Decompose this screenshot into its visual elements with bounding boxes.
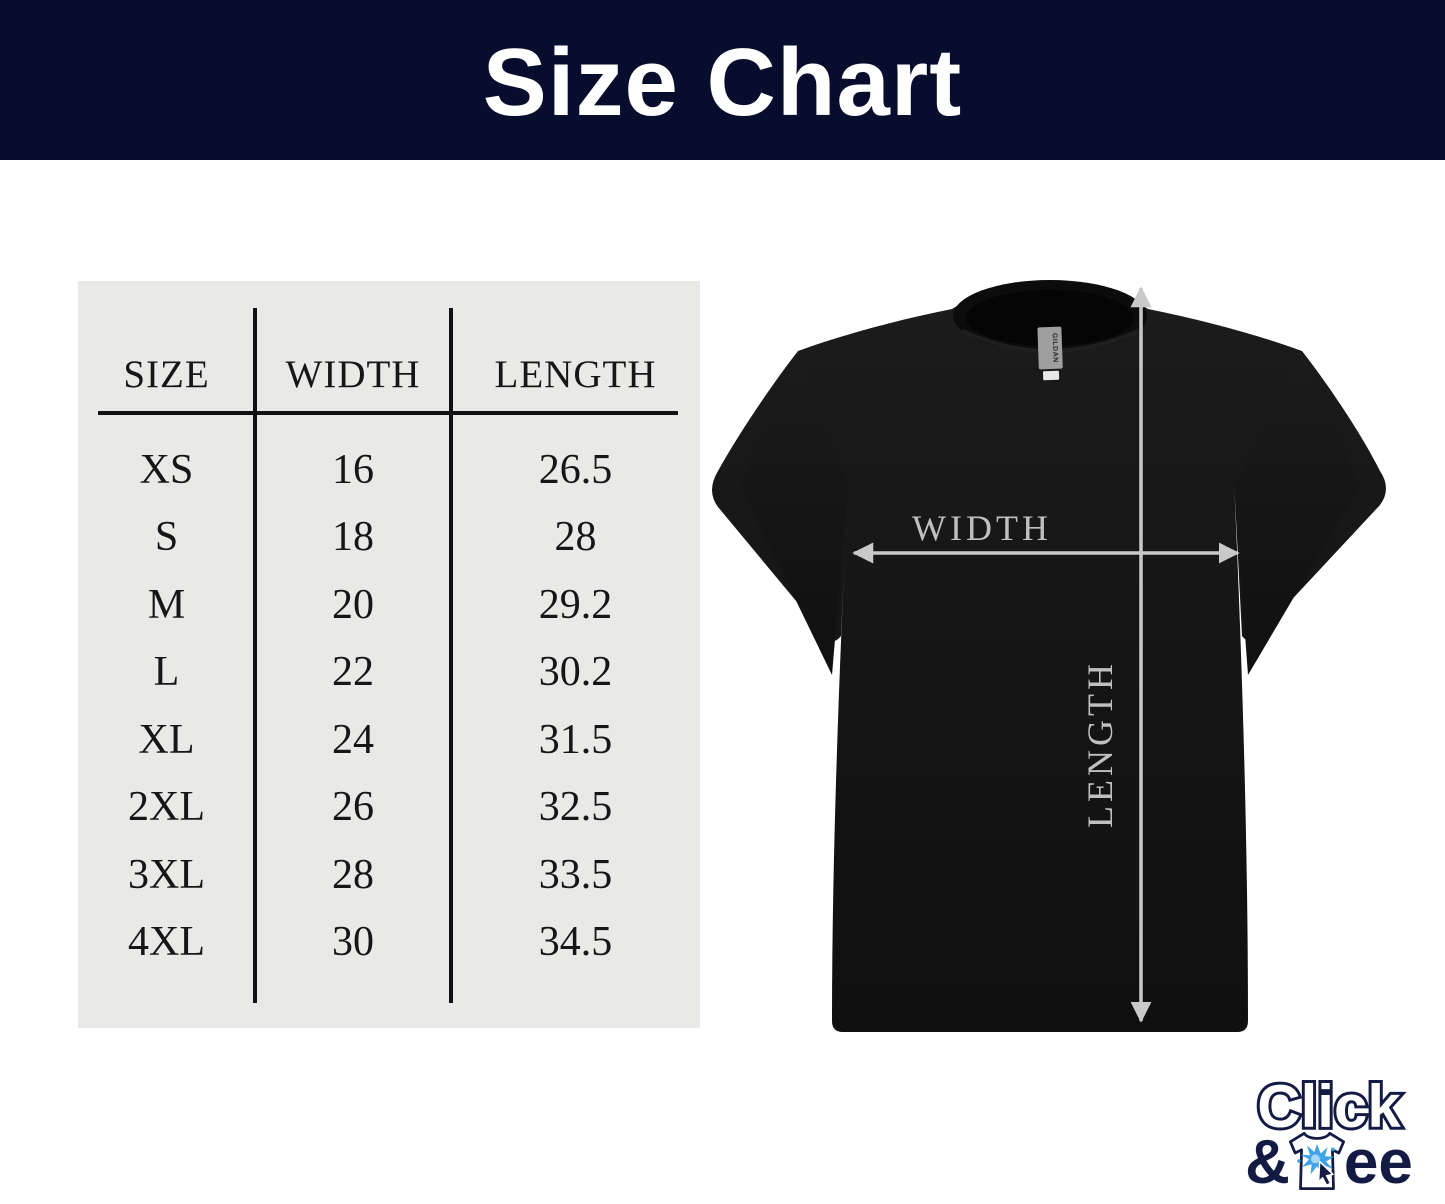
table-cell: 31.5 [538, 716, 613, 763]
table-row: 4XL 30 34.5 [78, 909, 700, 977]
length-label: LENGTH [1080, 660, 1120, 828]
column-header-width: WIDTH [285, 353, 421, 396]
table-cell: 29.2 [538, 581, 613, 628]
logo-ampersand: & [1245, 1128, 1290, 1197]
width-label: WIDTH [912, 508, 1052, 548]
column-divider [449, 308, 453, 1003]
measurement-arrows [852, 286, 1240, 1023]
table-cell: 34.5 [538, 919, 613, 966]
table-cell: 16 [332, 446, 374, 493]
header-underline [98, 411, 678, 415]
column-header-size: SIZE [123, 353, 210, 396]
table-cell: 26 [332, 784, 374, 831]
table-row: XL 24 31.5 [78, 706, 700, 774]
table-cell: XS [139, 446, 194, 493]
table-cell: 2XL [128, 784, 205, 831]
table-cell: S [154, 514, 179, 561]
table-row: XS 16 26.5 [78, 436, 700, 504]
table-cell: 4XL [128, 919, 205, 966]
size-table-body: XS 16 26.5 S 18 28 M 20 29.2 L 22 30.2 XL 24 31.5 2XL 26… [78, 436, 700, 976]
column-divider [253, 308, 257, 1003]
tag-brand-label: GILDAN [1051, 333, 1059, 363]
neck-tag: GILDAN [1037, 326, 1063, 381]
table-cell: 22 [332, 649, 374, 696]
table-row: S 18 28 [78, 504, 700, 572]
logo-word-tee: & ee [1229, 1130, 1429, 1196]
table-cell: 28 [554, 514, 597, 561]
tee-shirt-icon [1288, 1131, 1345, 1191]
click-and-tee-logo: Click & ee [1229, 1072, 1429, 1196]
table-cell: 26.5 [538, 446, 613, 493]
table-row: M 20 29.2 [78, 571, 700, 639]
table-cell: 33.5 [538, 851, 613, 898]
table-header-row: SIZE WIDTH LENGTH [78, 281, 700, 411]
table-row: L 22 30.2 [78, 639, 700, 707]
table-cell: 30 [332, 919, 374, 966]
table-cell: 32.5 [538, 784, 613, 831]
logo-word-click: Click [1254, 1072, 1403, 1140]
tshirt-diagram: GILDAN WIDTH LENGTH [680, 275, 1420, 1045]
column-header-length: LENGTH [494, 353, 657, 396]
table-cell: 18 [332, 514, 374, 561]
size-chart-panel: SIZE WIDTH LENGTH XS 16 26.5 S 18 28 M 20 29.2 L 2… [78, 281, 700, 1028]
table-cell: XL [138, 716, 195, 763]
table-cell: M [147, 581, 186, 628]
table-row: 3XL 28 33.5 [78, 841, 700, 909]
cursor-icon [1317, 1160, 1334, 1187]
table-cell: L [153, 649, 180, 696]
title-banner: Size Chart [0, 0, 1445, 160]
table-row: 2XL 26 32.5 [78, 774, 700, 842]
logo-ee-text: ee [1343, 1128, 1413, 1197]
page-title: Size Chart [482, 29, 963, 136]
tshirt-graphic: GILDAN [712, 280, 1386, 1032]
table-cell: 28 [332, 851, 374, 898]
table-cell: 3XL [128, 851, 205, 898]
table-cell: 30.2 [538, 649, 613, 696]
table-cell: 20 [332, 581, 374, 628]
table-cell: 24 [332, 716, 374, 763]
